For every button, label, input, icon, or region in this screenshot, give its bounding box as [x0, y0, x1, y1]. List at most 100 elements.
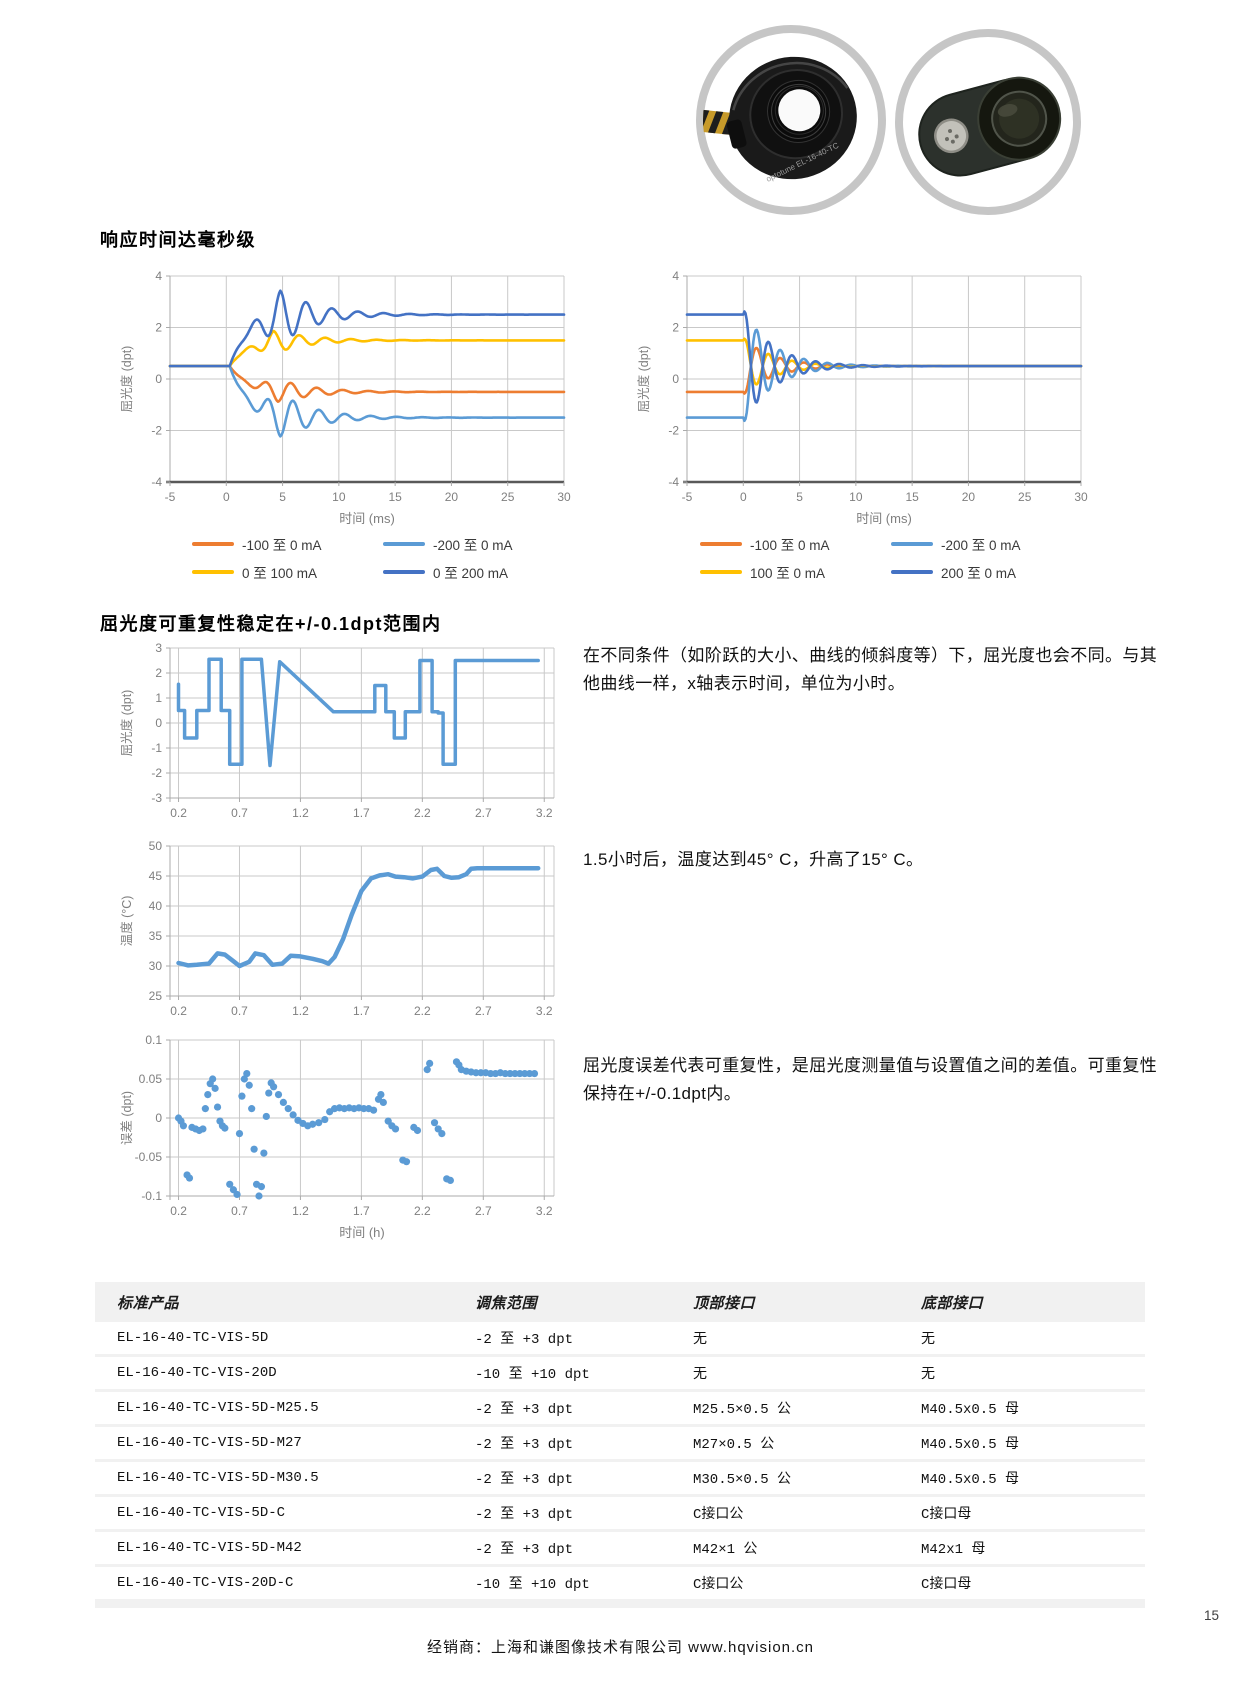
svg-text:4: 4: [155, 269, 162, 283]
page-number: 15: [1204, 1608, 1220, 1623]
section-heading-repeatability: 屈光度可重复性稳定在+/-0.1dpt范围内: [100, 614, 442, 634]
legend-item: -100 至 0 mA: [192, 534, 369, 554]
legend-label: 200 至 0 mA: [941, 566, 1017, 581]
temperature-paragraph: 1.5小时后，温度达到45° C，升高了15° C。: [583, 850, 924, 869]
column-header-bottom-interface: 底部接口: [921, 1295, 984, 1312]
cell-bottom-interface: C接口母: [921, 1507, 972, 1523]
svg-text:-1: -1: [151, 741, 162, 755]
cell-product: EL-16-40-TC-VIS-5D-M42: [117, 1540, 302, 1556]
scatter-point: [233, 1190, 241, 1199]
svg-text:15: 15: [905, 490, 919, 504]
scatter-point: [284, 1105, 292, 1113]
table-row: EL-16-40-TC-VIS-5D -2 至 +3 dpt 无 无: [95, 1322, 1145, 1354]
svg-text:0: 0: [155, 1111, 162, 1125]
table-row: EL-16-40-TC-VIS-5D-M27 -2 至 +3 dpt M27×0.5…: [95, 1427, 1145, 1459]
svg-text:1.7: 1.7: [353, 1204, 370, 1218]
table-header-row: 标准产品 调焦范围 顶部接口 底部接口: [95, 1282, 1145, 1322]
scatter-point: [423, 1066, 431, 1074]
svg-text:15: 15: [388, 490, 402, 504]
scatter-point: [240, 1075, 248, 1083]
svg-text:1.2: 1.2: [292, 1004, 309, 1018]
svg-text:25: 25: [501, 490, 515, 504]
cell-focus-range: -2 至 +3 dpt: [475, 1332, 574, 1348]
scatter-point: [179, 1122, 188, 1130]
temperature-chart: 50 45 40 35 30 25 0.2 0.7 1.2 1.7 2.2 2.7 3.2 温度 (°C): [119, 839, 555, 1018]
table-row: EL-16-40-TC-VIS-5D-C -2 至 +3 dpt C接口公 C接口母: [95, 1497, 1145, 1529]
series-line: [168, 289, 566, 368]
table-row: EL-16-40-TC-VIS-5D-M25.5 -2 至 +3 dpt M25.5…: [95, 1392, 1145, 1424]
response-chart-left-legend: -100 至 0 mA -200 至 0 mA 0 至 100 mA 0 至 200 …: [192, 534, 560, 582]
legend-label: -200 至 0 mA: [941, 538, 1021, 553]
legend-item: -100 至 0 mA: [700, 534, 877, 554]
svg-text:-0.05: -0.05: [135, 1150, 163, 1164]
svg-text:时间 (ms): 时间 (ms): [856, 511, 912, 526]
svg-text:1.7: 1.7: [353, 806, 370, 820]
svg-text:1.2: 1.2: [292, 1204, 309, 1218]
svg-text:时间 (h): 时间 (h): [339, 1225, 385, 1240]
cell-focus-range: -2 至 +3 dpt: [475, 1437, 574, 1453]
svg-text:20: 20: [962, 490, 976, 504]
scatter-point: [238, 1092, 246, 1100]
scatter-point: [289, 1111, 297, 1119]
scatter-point: [226, 1180, 234, 1188]
legend-swatch: [383, 541, 425, 547]
cell-top-interface: M30.5×0.5 公: [693, 1472, 792, 1488]
series-line: [685, 310, 1083, 404]
svg-text:4: 4: [672, 269, 679, 283]
svg-text:5: 5: [796, 490, 803, 504]
product-photo-side: [892, 26, 1084, 218]
cell-bottom-interface: M42x1 母: [921, 1542, 986, 1558]
scatter-point: [321, 1115, 329, 1124]
svg-text:3: 3: [155, 641, 162, 655]
scatter-point: [413, 1126, 422, 1135]
legend-swatch: [700, 569, 742, 575]
scatter-point: [530, 1069, 539, 1078]
legend-item: -200 至 0 mA: [383, 534, 560, 554]
svg-text:50: 50: [149, 839, 163, 853]
svg-text:10: 10: [849, 490, 863, 504]
distributor-footer: 经销商：上海和谦图像技术有限公司 www.hqvision.cn: [426, 1639, 815, 1656]
svg-text:30: 30: [149, 959, 163, 973]
legend-label: -100 至 0 mA: [242, 538, 322, 553]
legend-item: 0 至 200 mA: [383, 562, 560, 582]
svg-text:25: 25: [1018, 490, 1032, 504]
scatter-point: [438, 1130, 446, 1138]
cell-focus-range: -2 至 +3 dpt: [475, 1507, 574, 1523]
scatter-point: [221, 1124, 229, 1132]
svg-text:0.2: 0.2: [170, 1204, 187, 1218]
cell-product: EL-16-40-TC-VIS-5D-M27: [117, 1435, 302, 1451]
lens-front-illustration: optotune EL-16-40-TC: [696, 25, 886, 215]
svg-text:3.2: 3.2: [536, 1004, 553, 1018]
scatter-point: [402, 1158, 411, 1166]
legend-swatch: [700, 541, 742, 547]
scatter-point: [243, 1069, 251, 1078]
svg-text:时间 (ms): 时间 (ms): [339, 511, 395, 526]
scatter-point: [369, 1106, 378, 1114]
scatter-point: [430, 1119, 439, 1127]
svg-text:30: 30: [557, 490, 571, 504]
table-body: EL-16-40-TC-VIS-5D -2 至 +3 dpt 无无 EL-16-40-…: [95, 1322, 1145, 1599]
legend-item: 100 至 0 mA: [700, 562, 877, 582]
cell-bottom-interface: M40.5x0.5 母: [921, 1472, 1020, 1488]
legend-swatch: [383, 569, 425, 575]
scatter-point: [201, 1105, 209, 1113]
svg-text:温度 (°C): 温度 (°C): [119, 896, 134, 947]
svg-text:0: 0: [672, 372, 679, 386]
series-line: [176, 865, 541, 969]
cell-top-interface: 无: [693, 1332, 707, 1348]
table-row: EL-16-40-TC-VIS-5D-M30.5 -2 至 +3 dpt M30.5…: [95, 1462, 1145, 1494]
svg-text:35: 35: [149, 929, 163, 943]
svg-text:2: 2: [672, 321, 679, 335]
series-line: [168, 329, 566, 368]
column-header-top-interface: 顶部接口: [693, 1295, 756, 1312]
svg-text:10: 10: [332, 490, 346, 504]
series-line: [168, 364, 566, 403]
error-chart: 0.1 0.05 0 -0.05 -0.1 0.2 0.7 1.2 1.7 2.2 2.7 3.2 误差…: [120, 1033, 555, 1240]
scatter-point: [265, 1089, 273, 1097]
legend-item: 200 至 0 mA: [891, 562, 1068, 582]
svg-text:20: 20: [445, 490, 459, 504]
svg-text:-5: -5: [682, 490, 693, 504]
